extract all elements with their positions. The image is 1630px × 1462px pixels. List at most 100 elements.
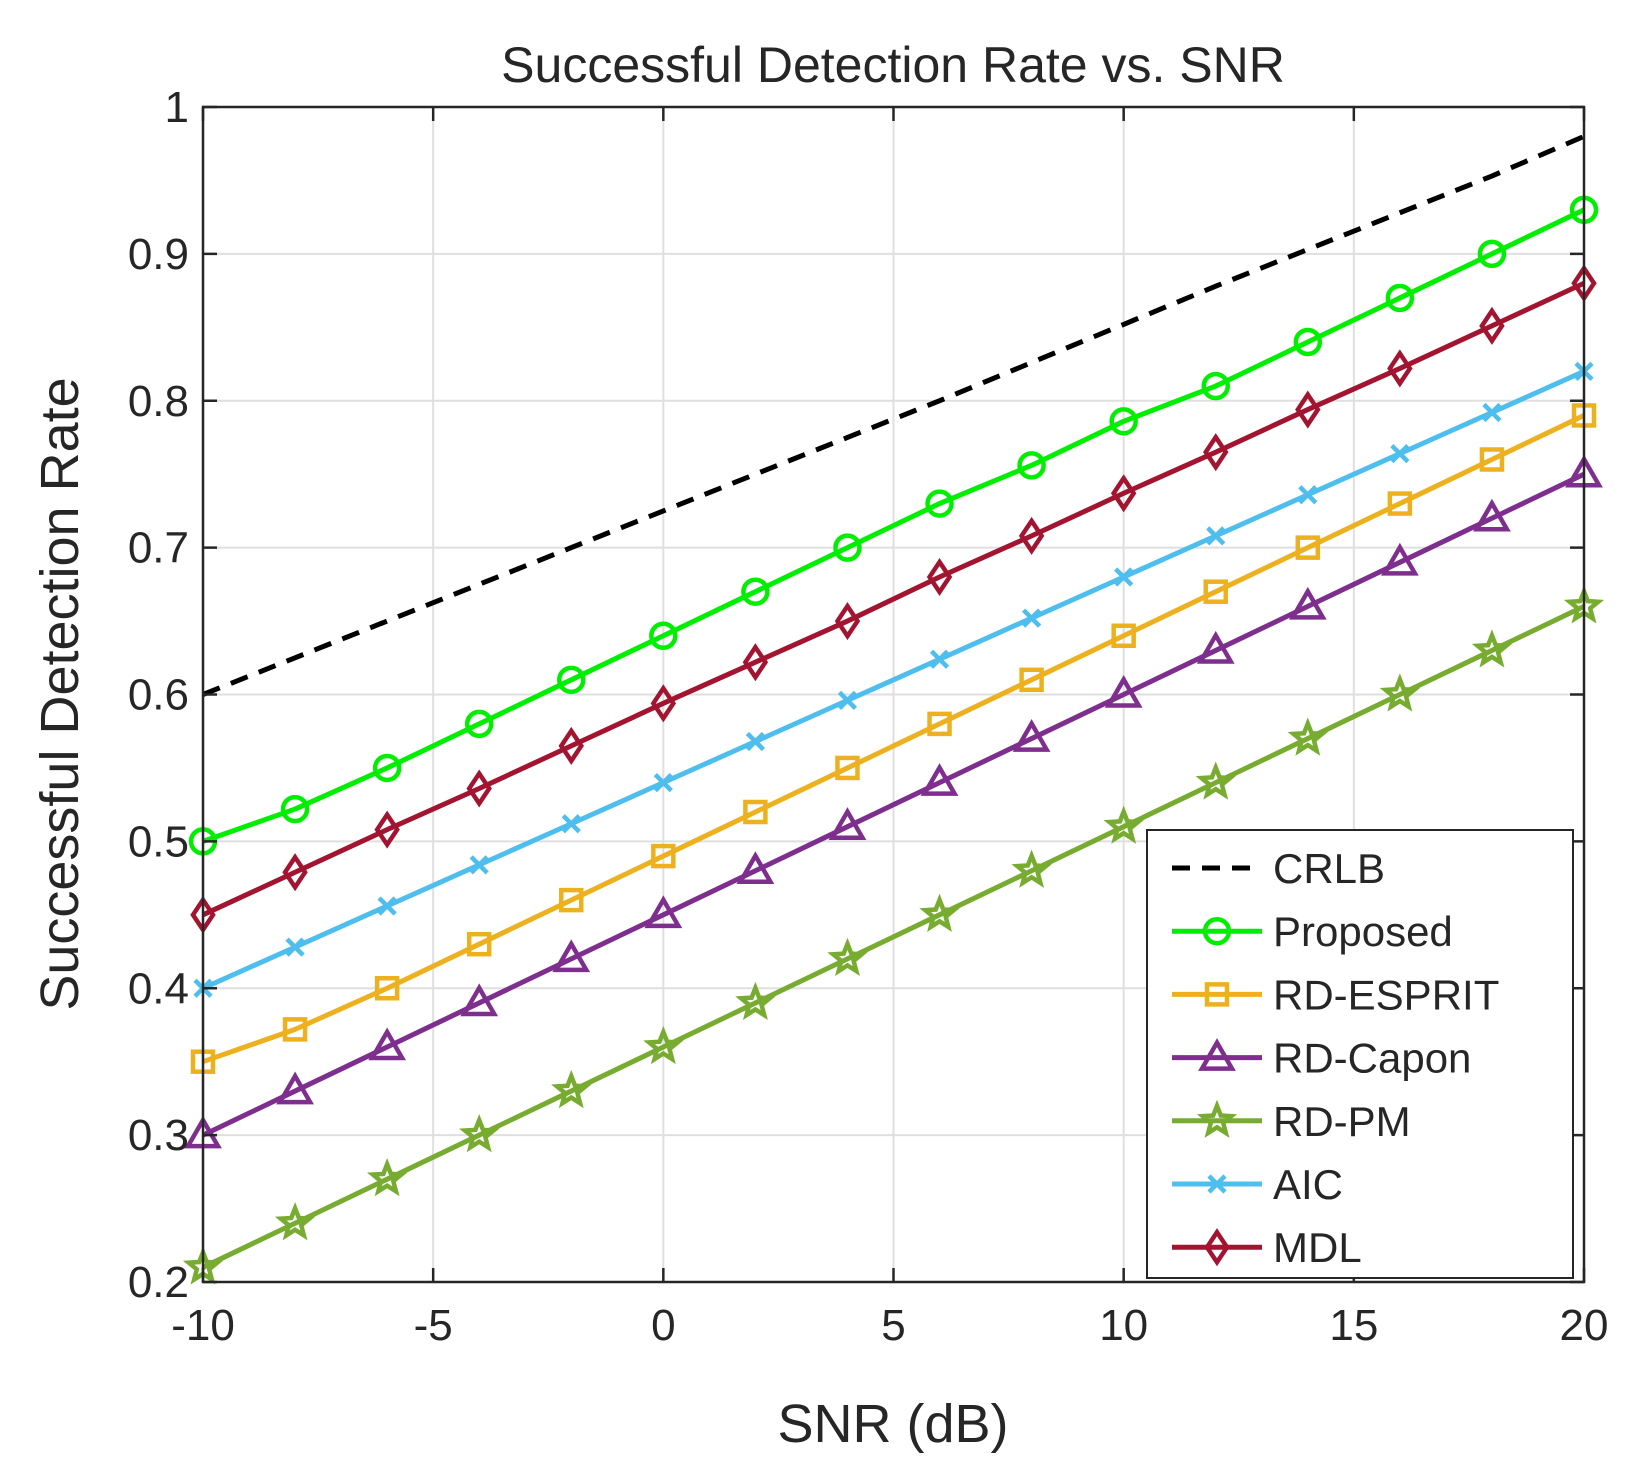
axis-ticks: -10 -5 0 5 10 15 20 0.2 0.3 0.4 0.5 0.6 0.7 0.8 0.9 1: [128, 83, 1609, 1350]
series-lines: [182, 134, 1605, 1285]
data-point-rd-esprit: [743, 799, 768, 825]
data-point-proposed: [1293, 327, 1323, 357]
y-tick-label: 0.6: [128, 671, 189, 720]
data-point-rd-pm: [274, 1202, 316, 1241]
data-point-aic: [1206, 526, 1226, 546]
data-point-rd-esprit: [282, 1017, 308, 1042]
data-point-rd-capon: [552, 939, 591, 973]
data-point-mdl: [1387, 349, 1413, 388]
data-point-rd-pm: [919, 893, 960, 932]
legend-marker-proposed: [1202, 916, 1232, 946]
legend-item-rd-capon: RD-Capon: [1172, 1035, 1471, 1082]
data-point-rd-pm: [1287, 717, 1328, 756]
data-point-rd-pm: [735, 981, 776, 1021]
series-line-rd-pm: [201, 604, 1586, 1270]
y-tick-label: 0.9: [128, 230, 189, 279]
data-point-rd-esprit: [1203, 579, 1228, 604]
series-line-rd-esprit: [202, 413, 1586, 1065]
data-point-rd-capon: [920, 763, 959, 796]
data-point-rd-esprit: [374, 976, 400, 1001]
data-point-proposed: [649, 621, 678, 650]
series-aic: [193, 361, 1594, 998]
data-point-rd-esprit: [559, 887, 584, 913]
data-point-mdl: [466, 769, 492, 808]
series-line-rd-capon: [201, 471, 1586, 1138]
y-tick-label: 0.7: [128, 524, 189, 573]
data-point-rd-esprit: [835, 755, 860, 781]
data-point-rd-esprit: [466, 931, 492, 957]
data-point-aic: [377, 896, 397, 916]
data-point-rd-capon: [736, 851, 775, 884]
legend-marker-rd-esprit: [1204, 982, 1230, 1007]
data-point-proposed: [372, 753, 402, 783]
data-point-mdl: [1203, 433, 1229, 472]
data-point-aic: [837, 690, 858, 710]
series-crlb: [202, 134, 1585, 697]
x-tick-label: 0: [651, 1301, 675, 1350]
data-point-rd-pm: [367, 1158, 408, 1197]
legend-item-rd-esprit: RD-ESPRIT: [1172, 971, 1499, 1018]
y-tick-label: 0.3: [128, 1111, 189, 1160]
data-point-aic: [1114, 567, 1134, 587]
data-point-mdl: [742, 643, 769, 682]
legend-item-aic: AIC: [1172, 1161, 1343, 1208]
data-point-proposed: [280, 794, 310, 824]
data-point-proposed: [1477, 239, 1507, 269]
data-point-proposed: [464, 709, 494, 739]
legend-label-rd-capon: RD-Capon: [1273, 1035, 1471, 1082]
series-mdl: [190, 264, 1597, 934]
x-tick-label: 5: [881, 1301, 905, 1350]
data-point-proposed: [1201, 371, 1230, 401]
data-point-aic: [1390, 444, 1410, 464]
series-line-crlb: [202, 134, 1585, 697]
x-tick-label: 20: [1560, 1301, 1609, 1350]
data-point-proposed: [1017, 451, 1046, 480]
y-tick-label: 1: [165, 83, 189, 132]
y-tick-label: 0.8: [128, 377, 189, 426]
legend-marker-mdl: [1204, 1228, 1230, 1267]
data-point-rd-esprit: [1019, 667, 1044, 693]
data-point-aic: [1482, 402, 1502, 423]
data-point-rd-esprit: [1479, 447, 1505, 472]
x-tick-label: -5: [414, 1301, 453, 1350]
data-point-rd-pm: [1103, 805, 1144, 844]
data-point-aic: [929, 649, 950, 669]
chart-title: Successful Detection Rate vs. SNR: [501, 37, 1285, 93]
data-point-mdl: [1295, 390, 1321, 429]
x-tick-label: 10: [1099, 1301, 1148, 1350]
data-point-rd-capon: [1104, 674, 1143, 708]
series-rd-capon: [184, 454, 1603, 1149]
data-point-aic: [1298, 485, 1318, 505]
data-point-rd-esprit: [1111, 623, 1136, 648]
data-point-proposed: [1385, 283, 1415, 313]
data-point-rd-capon: [1380, 542, 1419, 576]
y-tick-label: 0.5: [128, 817, 189, 866]
legend-label-crlb: CRLB: [1273, 845, 1385, 892]
data-point-rd-pm: [1379, 673, 1420, 712]
legend-marker-aic: [1207, 1174, 1227, 1194]
data-point-rd-capon: [1012, 719, 1051, 752]
data-point-rd-capon: [644, 895, 683, 929]
data-point-aic: [561, 814, 581, 834]
series-line-aic: [201, 369, 1586, 991]
data-point-proposed: [741, 577, 770, 606]
data-point-rd-capon: [1288, 586, 1327, 620]
data-point-rd-esprit: [651, 843, 676, 869]
data-point-rd-capon: [368, 1027, 407, 1061]
data-point-mdl: [650, 684, 677, 723]
legend-label-rd-pm: RD-PM: [1273, 1098, 1411, 1145]
legend-label-rd-esprit: RD-ESPRIT: [1273, 971, 1499, 1018]
legend: CRLB Proposed RD-ESPRIT RD-Capon RD-PM AIC MDL: [1146, 829, 1574, 1279]
y-axis-label: Successful Detection Rate: [30, 377, 90, 1010]
y-tick-label: 0.4: [128, 964, 189, 1013]
data-point-rd-pm: [551, 1069, 592, 1109]
legend-marker-rd-pm: [1196, 1099, 1238, 1138]
data-point-rd-capon: [1473, 498, 1511, 532]
legend-item-crlb: CRLB: [1172, 845, 1385, 892]
data-point-proposed: [1109, 407, 1138, 436]
data-point-mdl: [1018, 516, 1045, 555]
data-point-aic: [285, 937, 305, 957]
data-point-aic: [469, 855, 489, 875]
data-point-mdl: [1110, 474, 1137, 513]
